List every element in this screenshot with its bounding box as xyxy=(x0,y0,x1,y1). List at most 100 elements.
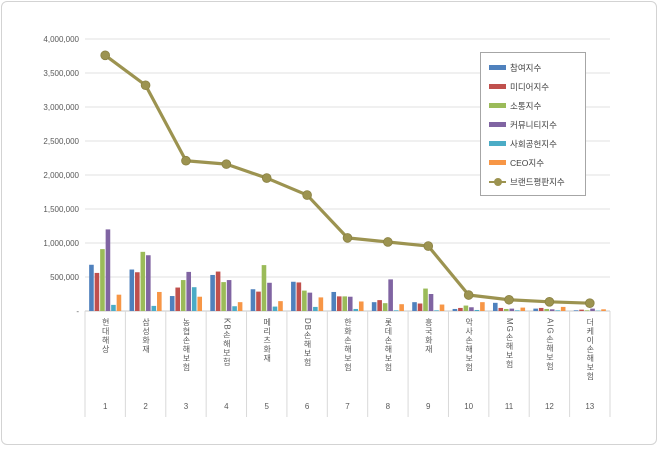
bar-2-cat-1 xyxy=(100,249,105,311)
bar-2-cat-10 xyxy=(464,306,469,311)
bar-2-cat-3 xyxy=(181,280,186,311)
bar-3-cat-11 xyxy=(509,309,514,311)
bar-2-cat-4 xyxy=(221,282,226,311)
bar-4-cat-5 xyxy=(273,307,278,311)
bar-0-cat-13 xyxy=(574,310,579,311)
bar-3-cat-5 xyxy=(267,283,272,311)
bar-3-cat-1 xyxy=(106,229,111,311)
y-tick-label: 1,000,000 xyxy=(43,239,79,248)
legend-item-7: 브랜드평판지수 xyxy=(489,172,579,191)
bar-1-cat-7 xyxy=(337,296,342,311)
bar-5-cat-7 xyxy=(359,301,364,311)
bar-1-cat-13 xyxy=(579,310,584,311)
line-marker-cat-3 xyxy=(182,156,191,165)
bar-0-cat-6 xyxy=(291,282,296,311)
legend-color-swatch xyxy=(489,84,506,89)
bar-4-cat-6 xyxy=(313,307,318,311)
bar-4-cat-11 xyxy=(515,310,520,311)
bar-2-cat-12 xyxy=(544,309,549,311)
legend-label: 미디어지수 xyxy=(510,81,549,93)
line-marker-cat-13 xyxy=(585,299,594,308)
bar-4-cat-4 xyxy=(232,306,237,311)
line-marker-cat-5 xyxy=(262,174,271,183)
bar-3-cat-6 xyxy=(308,293,313,311)
bar-5-cat-6 xyxy=(319,297,324,311)
legend-item-6: CEO지수 xyxy=(489,153,579,172)
line-marker-cat-8 xyxy=(383,238,392,247)
bar-2-cat-13 xyxy=(585,310,590,311)
legend-item-2: 미디어지수 xyxy=(489,77,579,96)
line-marker-cat-4 xyxy=(222,160,231,169)
bar-1-cat-1 xyxy=(95,273,100,311)
bar-0-cat-5 xyxy=(251,289,256,311)
y-tick-label: 2,500,000 xyxy=(43,137,79,146)
bar-3-cat-12 xyxy=(550,309,555,311)
bar-0-cat-12 xyxy=(533,309,538,311)
bar-0-cat-7 xyxy=(331,292,336,311)
legend-color-swatch xyxy=(489,141,506,146)
bar-5-cat-9 xyxy=(440,305,445,311)
bar-4-cat-2 xyxy=(152,306,157,311)
legend-color-swatch xyxy=(489,122,506,127)
legend-item-5: 사회공헌지수 xyxy=(489,134,579,153)
legend-label: 참여지수 xyxy=(510,62,541,74)
bar-5-cat-8 xyxy=(399,304,404,311)
y-tick-label: 3,500,000 xyxy=(43,69,79,78)
y-tick-label: 2,000,000 xyxy=(43,171,79,180)
bar-5-cat-1 xyxy=(117,295,122,311)
legend-label: 브랜드평판지수 xyxy=(510,176,565,188)
bar-3-cat-7 xyxy=(348,297,353,311)
bar-0-cat-4 xyxy=(210,275,215,311)
legend-item-3: 소통지수 xyxy=(489,96,579,115)
bar-5-cat-12 xyxy=(561,307,566,311)
legend-color-swatch xyxy=(489,65,506,70)
line-marker-cat-12 xyxy=(545,297,554,306)
bar-2-cat-9 xyxy=(423,289,428,311)
bar-5-cat-3 xyxy=(197,297,202,311)
bar-1-cat-8 xyxy=(377,300,382,311)
bar-3-cat-13 xyxy=(590,309,595,311)
bar-3-cat-9 xyxy=(429,294,434,311)
bar-1-cat-5 xyxy=(256,292,261,311)
bar-1-cat-9 xyxy=(418,304,423,311)
bar-1-cat-4 xyxy=(216,272,221,311)
legend-label: 커뮤니티지수 xyxy=(510,119,557,131)
bar-0-cat-3 xyxy=(170,296,175,311)
bar-0-cat-11 xyxy=(493,303,498,311)
bar-0-cat-8 xyxy=(372,302,377,311)
bar-4-cat-8 xyxy=(394,310,399,311)
legend-color-swatch xyxy=(489,160,506,165)
bar-0-cat-10 xyxy=(453,309,458,311)
bar-5-cat-11 xyxy=(520,308,525,311)
bar-2-cat-2 xyxy=(141,252,146,311)
bar-5-cat-10 xyxy=(480,302,485,311)
bar-2-cat-11 xyxy=(504,309,509,311)
line-marker-cat-10 xyxy=(464,291,473,300)
bar-3-cat-4 xyxy=(227,280,232,311)
bar-4-cat-10 xyxy=(475,310,480,311)
bar-3-cat-10 xyxy=(469,307,474,311)
legend-label: 사회공헌지수 xyxy=(510,138,557,150)
bar-1-cat-3 xyxy=(175,288,180,311)
bar-5-cat-5 xyxy=(278,301,283,311)
bar-0-cat-1 xyxy=(89,265,94,311)
bar-2-cat-7 xyxy=(342,296,347,311)
bar-1-cat-12 xyxy=(539,308,544,311)
bar-1-cat-10 xyxy=(458,308,463,311)
legend-item-4: 커뮤니티지수 xyxy=(489,115,579,134)
bar-1-cat-2 xyxy=(135,272,140,311)
line-marker-cat-6 xyxy=(303,191,312,200)
legend-label: CEO지수 xyxy=(510,157,544,169)
bar-5-cat-13 xyxy=(601,309,606,311)
line-marker-cat-2 xyxy=(141,81,150,90)
bar-4-cat-7 xyxy=(353,309,358,311)
line-marker-cat-1 xyxy=(101,51,110,60)
legend-item-1: 참여지수 xyxy=(489,58,579,77)
y-tick-label: 3,000,000 xyxy=(43,103,79,112)
bar-4-cat-12 xyxy=(555,310,560,311)
bar-2-cat-6 xyxy=(302,291,307,311)
bar-1-cat-11 xyxy=(498,308,503,311)
y-tick-label: 4,000,000 xyxy=(43,35,79,44)
